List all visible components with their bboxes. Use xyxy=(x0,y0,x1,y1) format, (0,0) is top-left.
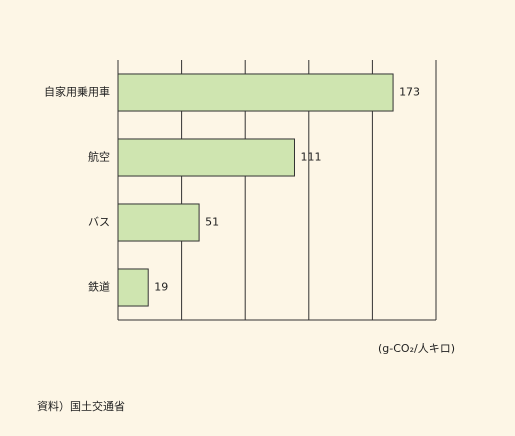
y-tick-label: バス xyxy=(88,216,110,229)
value-label: 173 xyxy=(399,86,420,99)
y-tick-label: 鉄道 xyxy=(88,280,110,294)
bar xyxy=(117,138,295,177)
y-tick-label: 航空 xyxy=(88,150,110,164)
value-label: 51 xyxy=(205,216,219,229)
bar xyxy=(117,268,149,307)
y-tick-label: 自家用乗用車 xyxy=(44,85,110,99)
bar xyxy=(117,73,394,112)
value-label: 19 xyxy=(154,281,168,294)
value-label: 111 xyxy=(300,151,321,164)
unit-label: (g-CO₂/人キロ) xyxy=(378,342,455,355)
bar xyxy=(117,203,200,242)
source-note: 資料）国土交通省 xyxy=(37,399,125,413)
